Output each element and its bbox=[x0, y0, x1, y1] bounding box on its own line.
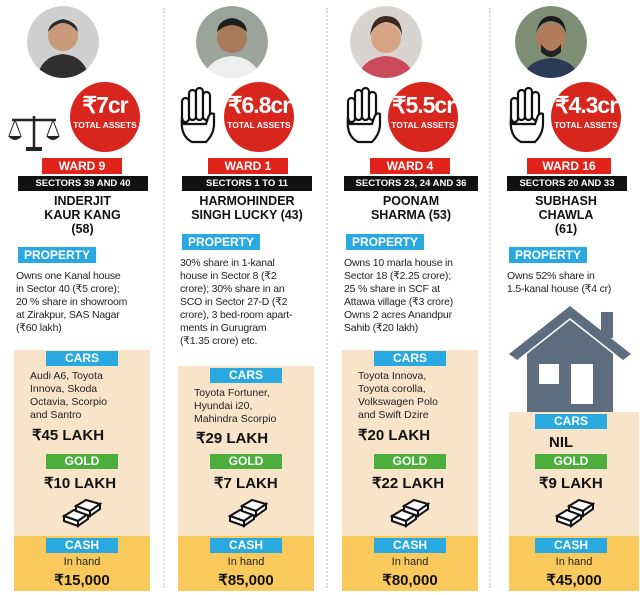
total-assets-label: TOTAL ASSETS bbox=[554, 120, 618, 130]
cars-value: NIL bbox=[549, 434, 574, 451]
cars-heading: CARS bbox=[535, 414, 607, 429]
hand-icon bbox=[176, 84, 220, 151]
cars-text: Audi A6, Toyota Innova, Skoda Octavia, S… bbox=[30, 370, 108, 421]
cash-value: ₹15,000 bbox=[54, 572, 110, 589]
cash-subtitle: In hand bbox=[63, 556, 101, 568]
hand-icon bbox=[505, 84, 549, 151]
gold-bars-icon bbox=[226, 494, 270, 533]
candidate-card: ₹7cr TOTAL ASSETS WARD 9 SECTORS 39 AND … bbox=[0, 0, 162, 595]
cars-heading: CARS bbox=[374, 351, 446, 366]
candidate-card: ₹6.8cr TOTAL ASSETS WARD 1 SECTORS 1 TO … bbox=[164, 0, 326, 595]
gold-bars-icon bbox=[553, 494, 597, 533]
ward-label: WARD 1 bbox=[208, 158, 288, 174]
total-assets-label: TOTAL ASSETS bbox=[227, 120, 291, 130]
total-assets-value: ₹7cr bbox=[82, 92, 128, 118]
total-assets-value: ₹5.5cr bbox=[391, 92, 455, 118]
candidate-card: ₹5.5cr TOTAL ASSETS WARD 4 SECTORS 23, 2… bbox=[328, 0, 490, 595]
cars-text: Toyota Fortuner, Hyundai i20, Mahindra S… bbox=[194, 387, 277, 425]
property-text: Owns 52% share in 1.5-kanal house (₹4 cr… bbox=[507, 270, 612, 295]
cars-heading: CARS bbox=[46, 351, 118, 366]
sectors-label: SECTORS 39 AND 40 bbox=[18, 176, 148, 191]
gold-bars-icon bbox=[388, 494, 432, 533]
cash-heading: CASH bbox=[374, 538, 446, 553]
cars-value: ₹20 LAKH bbox=[358, 427, 431, 444]
cash-heading: CASH bbox=[210, 538, 282, 553]
gold-heading: GOLD bbox=[374, 454, 446, 469]
cars-text: Toyota Innova, Toyota corolla, Volkswage… bbox=[358, 370, 438, 421]
candidate-photo bbox=[196, 6, 268, 78]
gold-value: ₹7 LAKH bbox=[214, 475, 278, 492]
ward-label: WARD 16 bbox=[527, 158, 611, 174]
cash-heading: CASH bbox=[46, 538, 118, 553]
total-assets-badge: ₹6.8cr TOTAL ASSETS bbox=[224, 82, 294, 152]
total-assets-value: ₹4.3cr bbox=[554, 92, 618, 118]
sectors-label: SECTORS 23, 24 AND 36 bbox=[344, 176, 478, 191]
gold-value: ₹22 LAKH bbox=[372, 475, 445, 492]
property-heading: PROPERTY bbox=[18, 247, 97, 263]
cash-value: ₹45,000 bbox=[546, 572, 602, 589]
candidate-name: POONAM SHARMA (53) bbox=[370, 194, 452, 222]
gold-bars-icon bbox=[60, 494, 104, 533]
cash-subtitle: In hand bbox=[227, 556, 265, 568]
gold-value: ₹9 LAKH bbox=[539, 475, 603, 492]
total-assets-label: TOTAL ASSETS bbox=[391, 120, 455, 130]
candidate-name: SUBHASH CHAWLA (61) bbox=[535, 194, 597, 236]
cars-value: ₹29 LAKH bbox=[196, 430, 269, 447]
cars-heading: CARS bbox=[210, 368, 282, 383]
candidate-photo bbox=[350, 6, 422, 78]
sectors-label: SECTORS 20 AND 33 bbox=[507, 176, 627, 191]
cash-subtitle: In hand bbox=[391, 556, 429, 568]
total-assets-value: ₹6.8cr bbox=[227, 92, 291, 118]
gold-heading: GOLD bbox=[210, 454, 282, 469]
cash-value: ₹85,000 bbox=[218, 572, 274, 589]
candidate-card: ₹4.3cr TOTAL ASSETS WARD 16 SECTORS 20 A… bbox=[491, 0, 640, 595]
column-divider bbox=[489, 8, 491, 588]
gold-heading: GOLD bbox=[535, 454, 607, 469]
ward-label: WARD 4 bbox=[370, 158, 450, 174]
hand-icon bbox=[342, 84, 386, 151]
column-divider bbox=[163, 8, 165, 588]
cars-value: ₹45 LAKH bbox=[32, 427, 105, 444]
property-text: 30% share in 1-kanal house in Sector 8 (… bbox=[180, 257, 293, 347]
cash-subtitle: In hand bbox=[555, 556, 593, 568]
candidate-name: HARMOHINDER SINGH LUCKY (43) bbox=[191, 194, 303, 222]
house-icon bbox=[505, 302, 635, 419]
cash-heading: CASH bbox=[535, 538, 607, 553]
property-heading: PROPERTY bbox=[509, 247, 588, 263]
cash-value: ₹80,000 bbox=[382, 572, 438, 589]
candidate-photo bbox=[27, 6, 99, 78]
total-assets-label: TOTAL ASSETS bbox=[73, 120, 137, 130]
gold-heading: GOLD bbox=[46, 454, 118, 469]
candidate-name: INDERJIT KAUR KANG (58) bbox=[44, 194, 121, 236]
scales-icon bbox=[6, 112, 62, 159]
gold-value: ₹10 LAKH bbox=[44, 475, 117, 492]
candidate-photo bbox=[515, 6, 587, 78]
column-divider bbox=[326, 8, 328, 588]
property-heading: PROPERTY bbox=[182, 234, 261, 250]
total-assets-badge: ₹7cr TOTAL ASSETS bbox=[70, 82, 140, 152]
ward-label: WARD 9 bbox=[42, 158, 122, 174]
sectors-label: SECTORS 1 TO 11 bbox=[182, 176, 312, 191]
property-text: Owns one Kanal house in Sector 40 (₹5 cr… bbox=[16, 270, 128, 334]
total-assets-badge: ₹5.5cr TOTAL ASSETS bbox=[388, 82, 458, 152]
total-assets-badge: ₹4.3cr TOTAL ASSETS bbox=[551, 82, 621, 152]
property-text: Owns 10 marla house in Sector 18 (₹2.25 … bbox=[344, 257, 454, 334]
property-heading: PROPERTY bbox=[346, 234, 425, 250]
